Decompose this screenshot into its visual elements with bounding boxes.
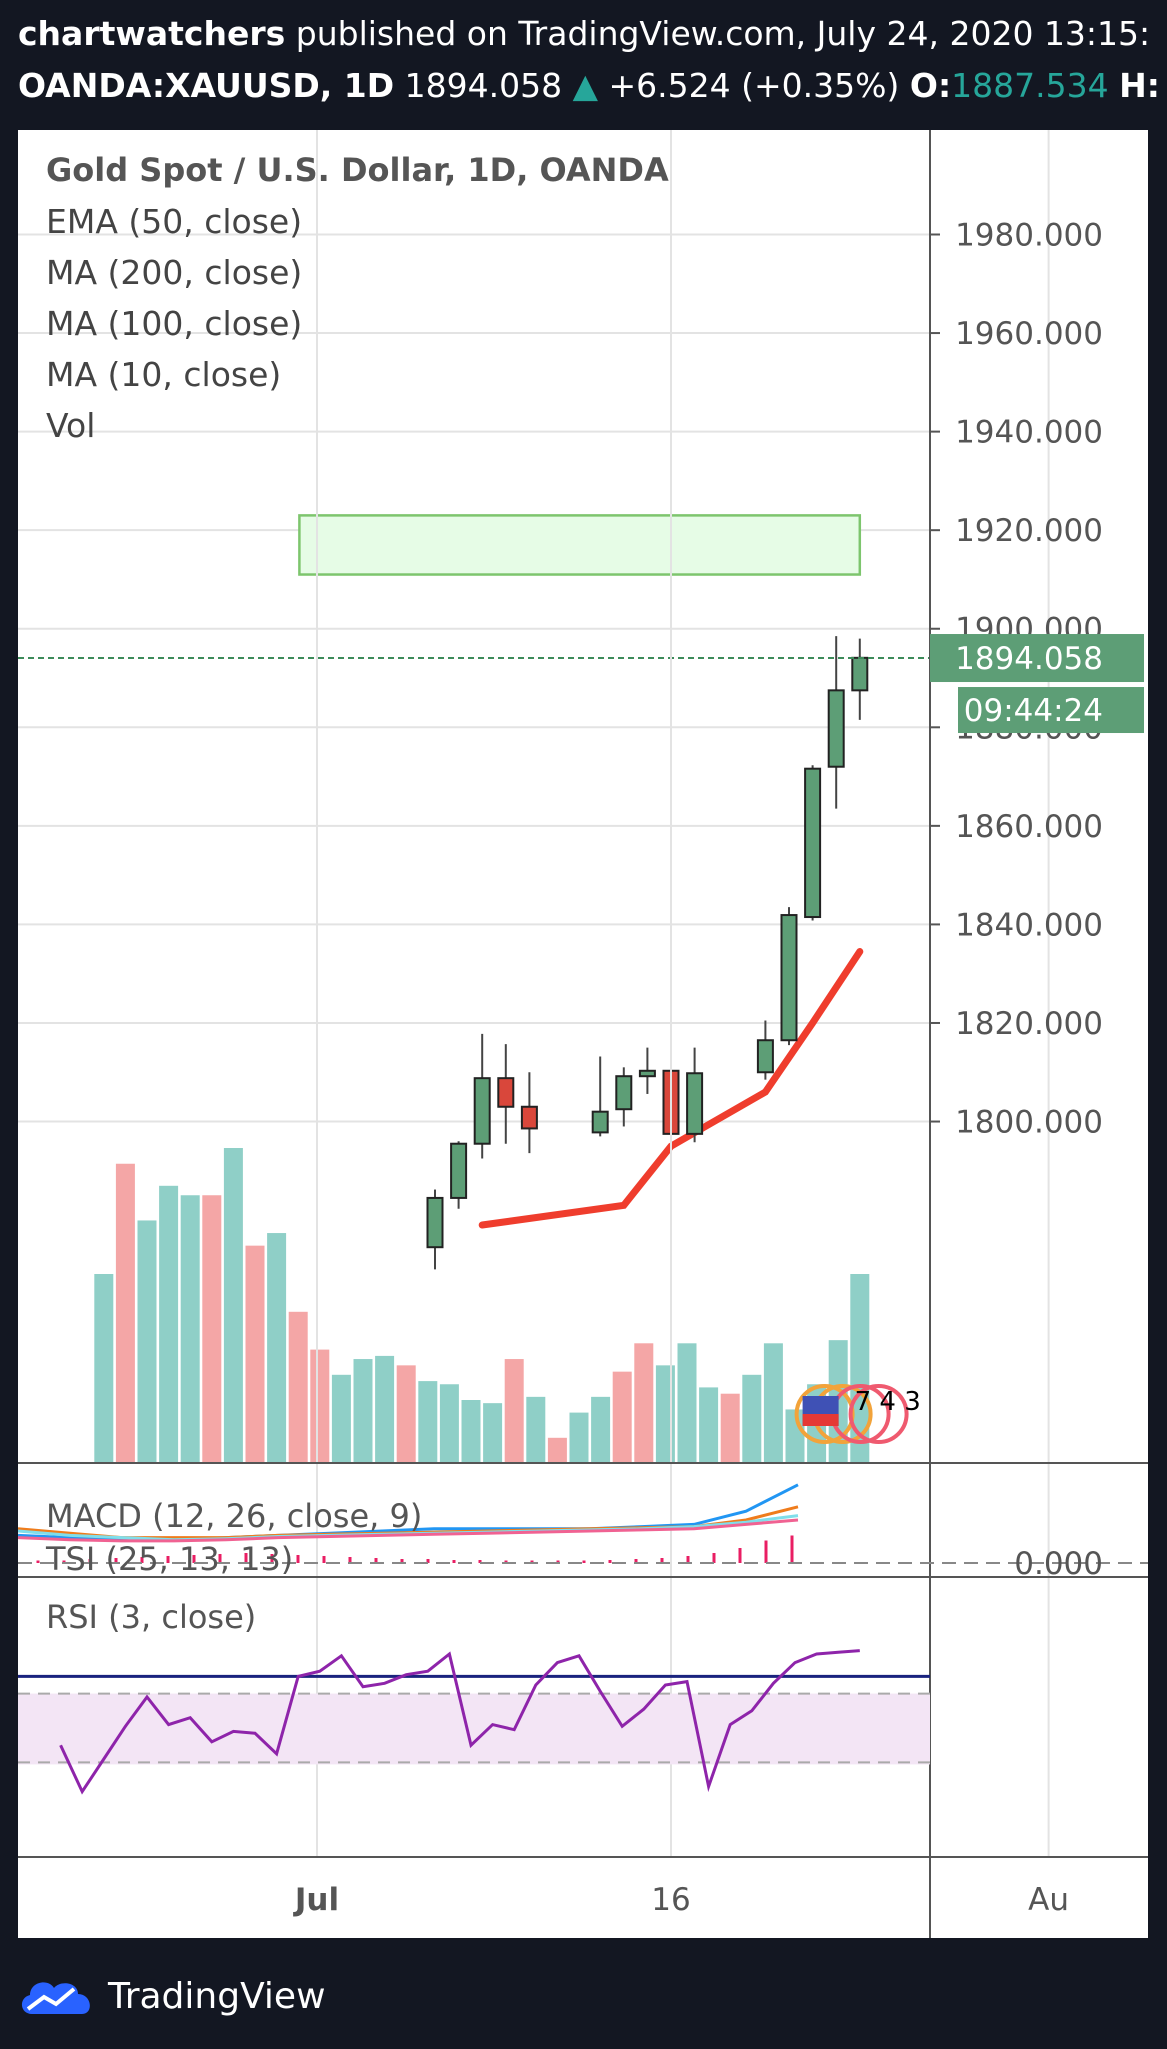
volume-bar <box>418 1381 438 1463</box>
volume-bar <box>375 1355 395 1463</box>
countdown-tag <box>958 687 1144 734</box>
volume-bar <box>504 1359 524 1463</box>
y-tick-label: 1940.000 <box>955 415 1103 451</box>
volume-bar <box>137 1220 157 1463</box>
volume-bar <box>547 1437 567 1463</box>
volume-bar <box>569 1412 589 1463</box>
last-price: 1894.058 <box>404 66 563 105</box>
rsi-title: RSI (3, close) <box>46 1598 256 1636</box>
volume-bar <box>396 1365 416 1463</box>
candle-up <box>615 1075 633 1111</box>
volume-bar <box>612 1371 632 1463</box>
change-arrow-icon: ▲ <box>572 66 599 105</box>
volume-bar <box>677 1343 697 1463</box>
volume-bar <box>655 1365 675 1463</box>
rsi-band <box>18 1693 930 1765</box>
x-tick-label: 16 <box>651 1882 690 1918</box>
volume-bar <box>720 1393 740 1463</box>
tsi-title: TSI (25, 13, 13) <box>45 1540 293 1578</box>
symbol-name[interactable]: OANDA:XAUUSD, 1D <box>18 66 395 105</box>
candle-up <box>426 1196 444 1249</box>
author-name[interactable]: chartwatchers <box>18 14 286 53</box>
candle-down <box>520 1105 538 1130</box>
chart-panel[interactable]: 7 4 3 Gold Spot / U.S. Dollar, 1D, OANDA E… <box>18 130 1148 1938</box>
target-zone <box>298 514 862 576</box>
candle-up <box>780 914 798 1042</box>
volume-bar <box>483 1403 503 1463</box>
volume-bar <box>245 1245 265 1463</box>
open-label: O: <box>909 66 952 105</box>
volume-bar <box>850 1274 870 1463</box>
last-price-tag-label: 1894.058 <box>955 641 1103 677</box>
legend-line: MA (200, close) <box>46 253 302 292</box>
volume-bar <box>267 1233 287 1463</box>
volume-bar <box>461 1400 481 1463</box>
publish-info: published on TradingView.com, July 24, 2… <box>295 14 1151 53</box>
volume-bar <box>310 1349 330 1463</box>
event-ring <box>848 1384 909 1444</box>
candle-up <box>827 689 845 768</box>
high-label: H: <box>1119 66 1160 105</box>
macd-series-line <box>18 1518 799 1543</box>
symbol-line: OANDA:XAUUSD, 1D 1894.058 ▲ +6.524 (+0.3… <box>18 66 1160 105</box>
open-value: 1887.534 <box>951 66 1109 105</box>
moving-average-line <box>478 948 864 1229</box>
candle-up <box>686 1072 704 1135</box>
volume-bar <box>202 1195 222 1463</box>
y-tick-label: 1800.000 <box>955 1105 1103 1141</box>
brand-name[interactable]: TradingView <box>108 1975 326 2017</box>
publish-line: chartwatchers published on TradingView.c… <box>18 14 1150 53</box>
legend-line: MA (100, close) <box>46 304 302 343</box>
y-tick-label: 1960.000 <box>955 316 1103 352</box>
candle-up <box>473 1077 491 1145</box>
chart-canvas[interactable]: 7 4 3 Gold Spot / U.S. Dollar, 1D, OANDA E… <box>18 130 1148 1938</box>
candle-up <box>591 1110 609 1134</box>
candle-up <box>851 656 869 692</box>
macd-pane-group <box>18 1483 799 1563</box>
candle-up <box>756 1039 774 1074</box>
y-tick-label: 1840.000 <box>955 907 1103 943</box>
tradingview-cloud-icon[interactable] <box>18 1974 96 2018</box>
candle-up <box>638 1069 656 1078</box>
volume-bar <box>634 1343 654 1463</box>
last-price-tag <box>930 634 1144 683</box>
legend-line: Vol <box>46 406 95 445</box>
main-pane-group <box>18 233 930 1463</box>
y-tick-label: 1920.000 <box>955 513 1103 549</box>
footer: TradingView <box>18 1966 326 2026</box>
volume-bar <box>180 1195 200 1463</box>
volume-bar <box>331 1374 351 1463</box>
volume-bar <box>159 1185 179 1463</box>
rsi-line <box>59 1649 860 1795</box>
x-tick-label: Au <box>1028 1882 1069 1918</box>
candle-down <box>497 1077 515 1108</box>
legend-line: MA (10, close) <box>46 355 281 394</box>
volume-bar <box>94 1274 114 1463</box>
y-tick-label: 1860.000 <box>955 809 1103 845</box>
price-change: +6.524 (+0.35%) <box>608 66 900 105</box>
volume-bar <box>526 1396 546 1463</box>
volume-bar <box>115 1163 135 1463</box>
macd-zero-label: 0.000 <box>1014 1546 1103 1582</box>
volume-bar <box>353 1359 373 1463</box>
candle-up <box>804 767 822 919</box>
event-count-label: 7 4 3 <box>855 1387 921 1417</box>
macd-title: MACD (12, 26, close, 9) <box>46 1497 422 1535</box>
x-tick-label: Jul <box>293 1882 339 1918</box>
y-tick-label: 1820.000 <box>955 1006 1103 1042</box>
legend-title: Gold Spot / U.S. Dollar, 1D, OANDA <box>46 151 669 189</box>
candle-up <box>450 1142 468 1199</box>
volume-bar <box>591 1396 611 1463</box>
volume-bar <box>223 1148 243 1463</box>
countdown-tag-label: 09:44:24 <box>964 693 1103 729</box>
volume-bar <box>742 1374 762 1463</box>
volume-bar <box>288 1311 308 1463</box>
legend-line: EMA (50, close) <box>46 202 302 241</box>
y-tick-label: 1980.000 <box>955 218 1103 254</box>
volume-bar <box>763 1343 783 1463</box>
volume-bar <box>699 1387 719 1463</box>
us-flag-stripes <box>802 1414 839 1426</box>
volume-bar <box>439 1384 459 1463</box>
